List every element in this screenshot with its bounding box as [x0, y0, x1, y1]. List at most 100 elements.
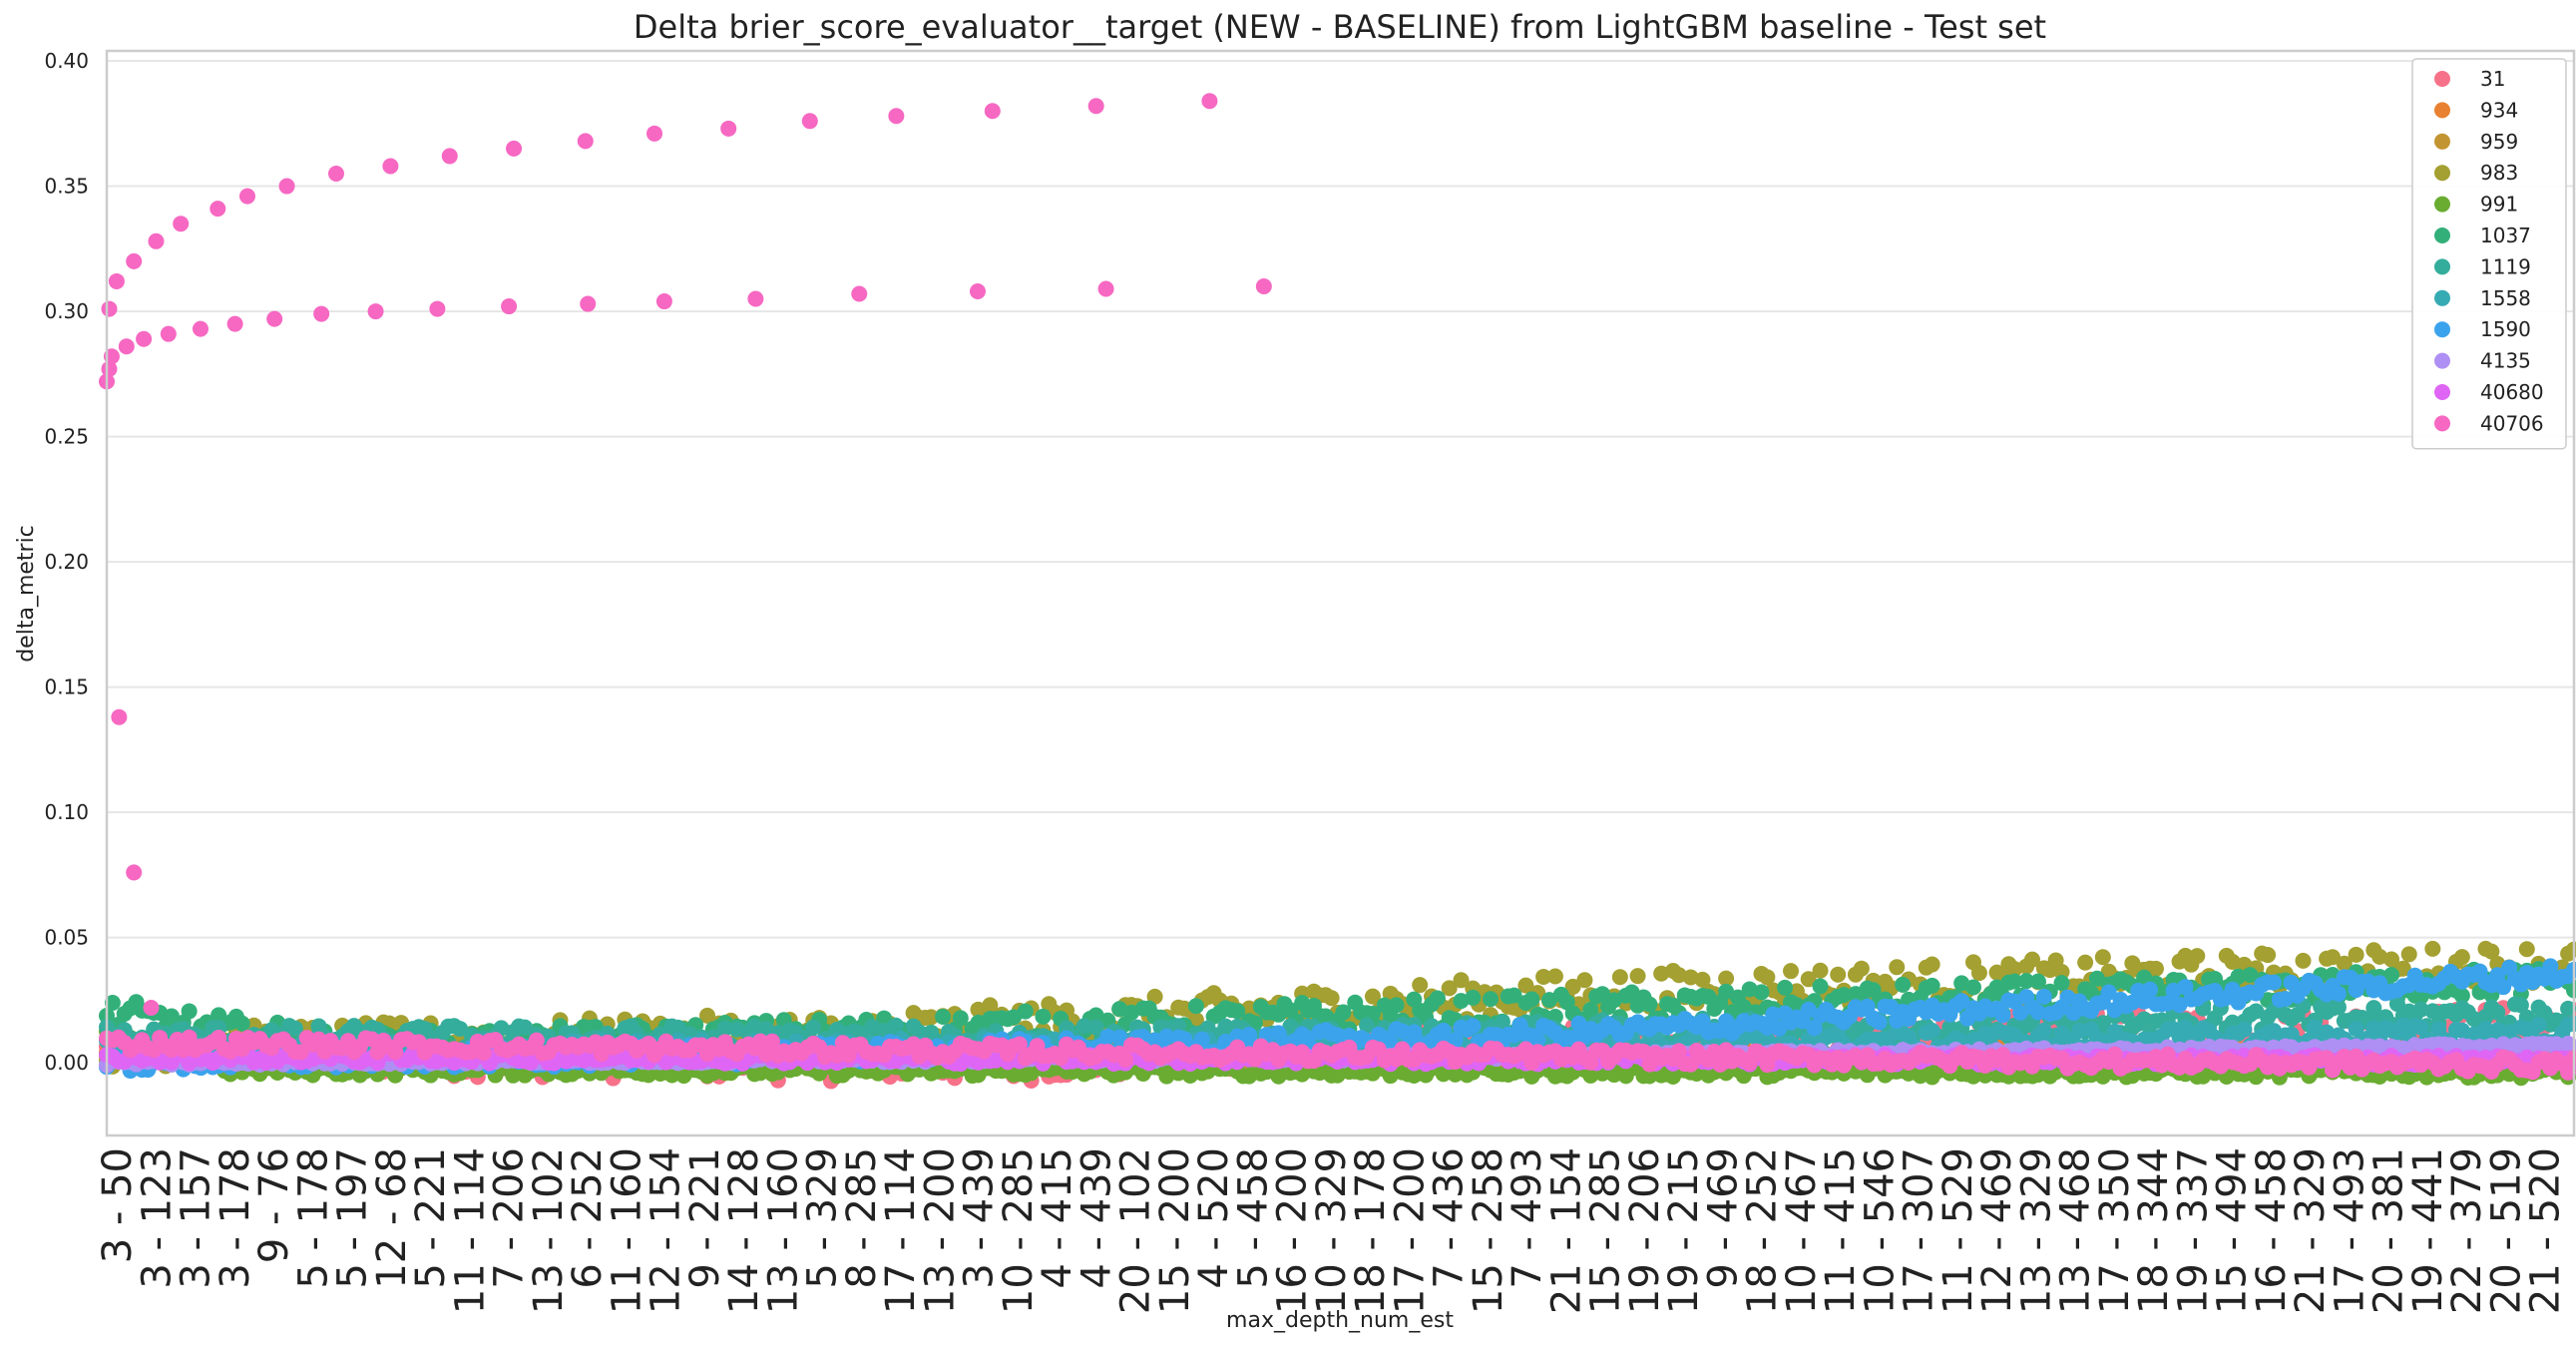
data-point [1111, 1029, 1128, 1046]
data-point [181, 1003, 198, 1020]
data-point [1964, 979, 1981, 996]
data-point [905, 1036, 922, 1053]
data-point [1187, 998, 1204, 1015]
data-point [1382, 1035, 1399, 1052]
data-point [1783, 963, 1800, 980]
y-tick-labels: 0.000.050.100.150.200.250.300.350.40 [44, 49, 89, 1075]
data-point [1394, 1023, 1411, 1040]
data-point [2088, 970, 2105, 987]
data-point [1053, 1050, 1070, 1067]
data-point [1800, 1001, 1817, 1018]
data-point [2336, 955, 2353, 972]
data-point [2018, 973, 2035, 990]
data-point [2394, 960, 2411, 977]
data-point [2400, 946, 2417, 963]
data-point [1229, 1003, 1246, 1020]
data-point [669, 1019, 686, 1036]
data-point [828, 1047, 845, 1064]
data-point [452, 1021, 469, 1038]
data-point [2071, 1023, 2088, 1040]
data-point [1158, 1028, 1175, 1045]
data-point [587, 1034, 604, 1051]
data-point [1005, 1009, 1022, 1026]
data-point [2053, 964, 2070, 981]
data-point [2029, 1004, 2046, 1021]
data-point [2236, 1021, 2253, 1038]
data-point [2265, 974, 2282, 991]
data-point [1706, 1043, 1723, 1060]
data-point [935, 1008, 952, 1025]
data-point [2295, 952, 2312, 969]
data-point [763, 1033, 780, 1050]
data-point [1582, 1054, 1599, 1071]
data-point [1924, 956, 1940, 973]
data-point [2348, 946, 2364, 963]
data-point [1505, 987, 1522, 1004]
data-point [876, 1010, 893, 1027]
data-point [2542, 958, 2559, 975]
data-point [1441, 980, 1458, 997]
data-point [2100, 984, 2117, 1001]
data-point [2035, 1022, 2052, 1039]
data-point [1859, 998, 1876, 1015]
data-point [805, 1019, 822, 1036]
data-point [1700, 988, 1717, 1005]
data-point [1670, 1043, 1687, 1060]
data-point [1836, 987, 1853, 1004]
data-point [2230, 968, 2247, 985]
data-point [1718, 983, 1735, 1000]
data-point [2453, 987, 2470, 1004]
data-point [1075, 1018, 1092, 1035]
data-point [2394, 1017, 2411, 1034]
data-point [1323, 990, 1340, 1007]
y-tick-label: 0.20 [44, 550, 89, 574]
data-point [1629, 968, 1646, 985]
data-point [1953, 993, 1970, 1010]
data-point [2260, 947, 2277, 964]
data-point [1087, 1019, 1104, 1036]
y-tick-label: 0.05 [44, 926, 89, 950]
data-point [1635, 1044, 1652, 1061]
data-point [292, 1044, 309, 1061]
data-point [2006, 973, 2023, 990]
data-point [2530, 1017, 2547, 1034]
data-point [1364, 988, 1381, 1005]
data-point [1871, 1014, 1888, 1031]
data-point [2412, 1019, 2429, 1036]
data-point [233, 1015, 250, 1032]
data-point [1170, 1018, 1187, 1035]
y-tick-label: 0.30 [44, 299, 89, 323]
data-point [758, 1046, 775, 1063]
data-point [1970, 965, 1987, 982]
data-point [2424, 1003, 2441, 1020]
y-tick-label: 0.15 [44, 675, 89, 699]
data-point [1529, 1032, 1546, 1049]
data-point [2106, 1046, 2123, 1063]
data-point [2106, 1023, 2123, 1040]
data-point [1994, 1047, 2011, 1064]
data-point [1412, 977, 1429, 994]
y-tick-label: 0.40 [44, 49, 89, 73]
data-point [1771, 1020, 1788, 1037]
y-tick-label: 0.25 [44, 425, 89, 449]
data-point [1193, 1031, 1210, 1048]
data-point [1806, 1020, 1823, 1037]
data-point [2142, 981, 2159, 998]
data-point [2029, 973, 2046, 990]
data-point [1924, 1022, 1940, 1039]
data-point [1582, 1001, 1599, 1018]
data-point [1576, 972, 1593, 989]
data-point [1753, 984, 1770, 1001]
data-point [387, 1044, 404, 1061]
data-point [1830, 966, 1847, 983]
data-point [887, 1017, 904, 1034]
data-point [1682, 1056, 1699, 1073]
data-point [2495, 979, 2512, 996]
data-point [1800, 971, 1817, 988]
data-point [1429, 990, 1446, 1007]
data-point [1035, 1008, 1052, 1025]
data-point [1017, 1003, 1034, 1020]
y-tick-label: 0.10 [44, 800, 89, 824]
data-point [2177, 979, 2194, 996]
